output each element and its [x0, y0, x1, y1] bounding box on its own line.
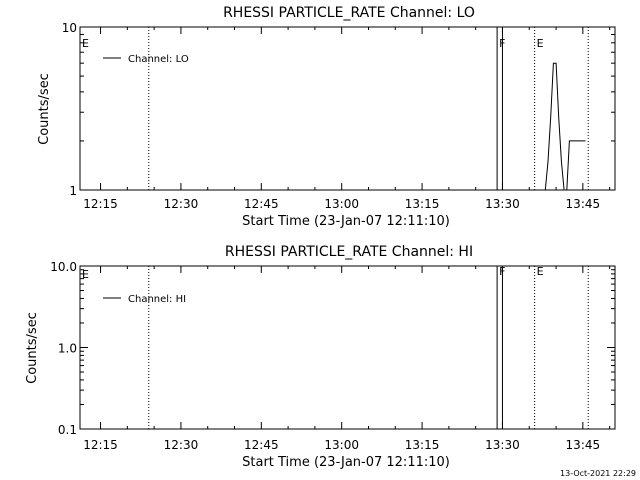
hi-chart-title: RHESSI PARTICLE_RATE Channel: HI	[225, 244, 473, 260]
hi-y-axis-label: Counts/sec	[25, 312, 40, 384]
lo-x-tick-label: 13:45	[566, 197, 601, 211]
hi-x-tick-label: 12:45	[244, 438, 279, 452]
hi-corner-flag: E	[82, 268, 89, 281]
hi-y-tick-label: 0.1	[58, 423, 77, 437]
hi-y-tick-label: 1.0	[58, 342, 77, 356]
hi-x-ticks: 12:15 12:30 12:45 13:00 13:15 13:30 13:45	[83, 266, 611, 452]
lo-legend-label: Channel: LO	[128, 54, 189, 65]
lo-x-tick-label: 13:00	[324, 197, 359, 211]
lo-y-tick-label: 1	[69, 184, 77, 198]
lo-flag-lines: FE	[148, 27, 589, 190]
lo-x-tick-label: 12:45	[244, 197, 279, 211]
lo-y-tick-label: 10	[62, 21, 77, 35]
footer-timestamp: 13-Oct-2021 22:29	[560, 469, 636, 478]
hi-x-tick-label: 13:15	[405, 438, 440, 452]
hi-y-tick-label: 10.0	[50, 260, 77, 274]
hi-x-tick-label: 13:30	[485, 438, 520, 452]
lo-chart-title: RHESSI PARTICLE_RATE Channel: LO	[223, 5, 475, 21]
lo-flag-label: E	[537, 37, 544, 50]
lo-corner-flag: E	[82, 37, 89, 50]
lo-x-tick-label: 12:15	[83, 197, 118, 211]
lo-y-ticks: 1 10	[62, 21, 615, 198]
lo-y-axis-label: Counts/sec	[37, 73, 52, 145]
lo-x-tick-label: 13:30	[485, 197, 520, 211]
lo-legend: Channel: LO	[103, 54, 189, 65]
lo-x-axis-label: Start Time (23-Jan-07 12:11:10)	[242, 214, 450, 229]
hi-x-tick-label: 13:45	[566, 438, 601, 452]
hi-x-tick-label: 13:00	[324, 438, 359, 452]
lo-plot-frame	[79, 26, 616, 191]
hi-legend-label: Channel: HI	[128, 294, 186, 305]
hi-y-ticks: 0.1 1.0 10.0	[50, 260, 615, 437]
hi-channel-panel: RHESSI PARTICLE_RATE Channel: HI Counts/…	[25, 244, 616, 470]
hi-x-tick-label: 12:15	[83, 438, 118, 452]
lo-channel-panel: RHESSI PARTICLE_RATE Channel: LO Counts/…	[37, 5, 616, 229]
hi-flag-label: E	[537, 265, 544, 278]
lo-series-line	[544, 62, 586, 191]
hi-x-tick-label: 12:30	[164, 438, 199, 452]
hi-legend: Channel: HI	[103, 294, 186, 305]
lo-x-ticks: 12:15 12:30 12:45 13:00 13:15 13:30 13:45	[83, 27, 611, 211]
hi-x-axis-label: Start Time (23-Jan-07 12:11:10)	[242, 455, 450, 470]
hi-flag-lines: FE	[148, 265, 589, 429]
lo-x-tick-label: 13:15	[405, 197, 440, 211]
lo-series	[544, 62, 586, 191]
lo-x-tick-label: 12:30	[164, 197, 199, 211]
